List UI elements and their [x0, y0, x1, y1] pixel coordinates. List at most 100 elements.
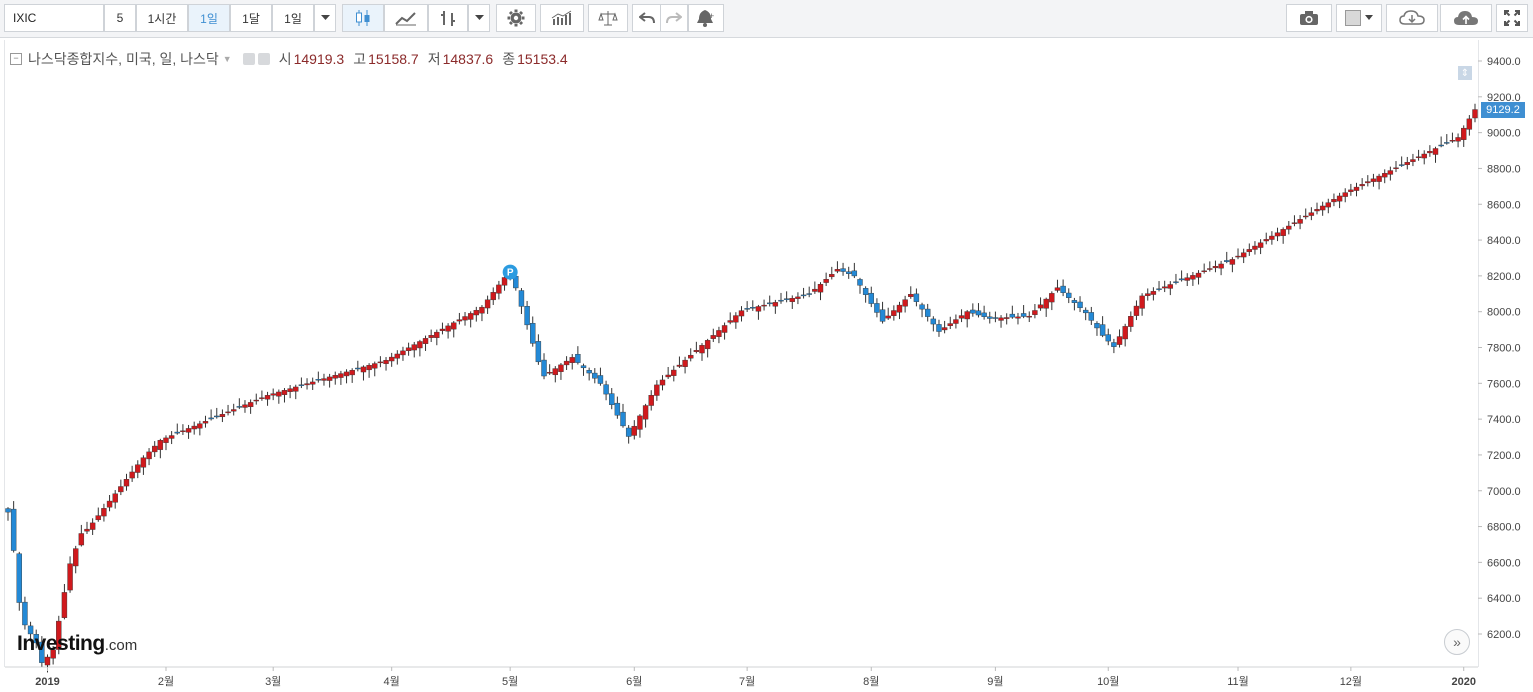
candle-body[interactable] — [39, 641, 45, 663]
candle-body[interactable] — [902, 299, 908, 307]
candle-body[interactable] — [975, 310, 982, 316]
candle-body[interactable] — [428, 335, 434, 338]
candle-body[interactable] — [733, 315, 739, 323]
candle-body[interactable] — [546, 372, 553, 374]
bar-chart-button[interactable] — [428, 4, 468, 32]
candle-body[interactable] — [800, 294, 807, 297]
candle-body[interactable] — [862, 288, 869, 295]
candle-body[interactable] — [89, 522, 96, 530]
candle-body[interactable] — [287, 388, 293, 392]
candle-body[interactable] — [163, 437, 169, 443]
chart-type-dropdown[interactable] — [468, 4, 490, 32]
candle-body[interactable] — [270, 393, 276, 396]
candle-body[interactable] — [541, 359, 547, 377]
candle-body[interactable] — [349, 370, 355, 376]
candle-body[interactable] — [913, 293, 920, 302]
candle-body[interactable] — [467, 313, 474, 320]
candle-body[interactable] — [225, 411, 231, 414]
candle-body[interactable] — [10, 508, 17, 551]
candle-body[interactable] — [1308, 212, 1315, 216]
candle-body[interactable] — [981, 312, 987, 317]
candle-body[interactable] — [676, 364, 683, 367]
candle-body[interactable] — [157, 440, 164, 450]
candle-body[interactable] — [1207, 268, 1213, 270]
candle-body[interactable] — [637, 415, 643, 430]
range-dropdown-button[interactable] — [314, 4, 336, 32]
candle-body[interactable] — [530, 322, 536, 344]
candle-body[interactable] — [1178, 278, 1185, 281]
candle-body[interactable] — [236, 406, 243, 408]
candle-body[interactable] — [422, 338, 429, 344]
candle-body[interactable] — [575, 354, 581, 363]
candle-body[interactable] — [1184, 277, 1190, 281]
candle-body[interactable] — [332, 375, 338, 379]
screenshot-button[interactable] — [1286, 4, 1332, 32]
settings-button[interactable] — [496, 4, 536, 32]
candle-body[interactable] — [1461, 127, 1467, 140]
candle-body[interactable] — [1082, 309, 1089, 314]
candle-body[interactable] — [919, 304, 925, 310]
candle-body[interactable] — [586, 370, 592, 374]
candle-body[interactable] — [648, 395, 654, 406]
save-chart-button[interactable] — [1440, 4, 1492, 32]
candle-body[interactable] — [383, 360, 389, 364]
candle-body[interactable] — [1387, 170, 1394, 175]
candle-body[interactable] — [1444, 142, 1450, 144]
candle-body[interactable] — [1212, 266, 1219, 269]
candle-body[interactable] — [1071, 300, 1078, 303]
candle-body[interactable] — [524, 306, 530, 326]
candle-body[interactable] — [1139, 295, 1145, 309]
candle-body[interactable] — [750, 307, 756, 309]
candle-body[interactable] — [1173, 281, 1179, 283]
candle-body[interactable] — [941, 327, 948, 331]
candle-body[interactable] — [1111, 342, 1117, 347]
candle-body[interactable] — [1229, 259, 1236, 265]
candle-body[interactable] — [1043, 298, 1049, 309]
candle-body[interactable] — [704, 340, 711, 350]
interval-1d-button[interactable]: 1일 — [188, 4, 230, 32]
candle-body[interactable] — [490, 292, 496, 301]
candle-body[interactable] — [834, 269, 841, 272]
candle-body[interactable] — [1291, 222, 1298, 224]
candle-body[interactable] — [264, 395, 271, 400]
candle-body[interactable] — [755, 306, 762, 312]
candle-body[interactable] — [970, 309, 976, 314]
candle-body[interactable] — [168, 435, 175, 439]
candle-body[interactable] — [631, 425, 637, 436]
candle-body[interactable] — [868, 292, 874, 304]
candle-body[interactable] — [829, 274, 835, 278]
candle-body[interactable] — [1348, 189, 1354, 192]
candle-body[interactable] — [174, 431, 180, 434]
candle-body[interactable] — [123, 479, 130, 487]
candle-body[interactable] — [1066, 292, 1072, 298]
candle-body[interactable] — [259, 397, 265, 399]
candle-body[interactable] — [1432, 148, 1439, 155]
candle-body[interactable] — [1054, 287, 1061, 291]
candle-body[interactable] — [253, 399, 259, 402]
candle-body[interactable] — [366, 365, 372, 371]
candle-body[interactable] — [885, 315, 891, 319]
candle-body[interactable] — [817, 283, 824, 293]
candle-body[interactable] — [930, 318, 937, 325]
candle-body[interactable] — [1393, 167, 1399, 169]
candle-body[interactable] — [293, 386, 299, 392]
candle-body[interactable] — [247, 402, 254, 408]
candle-body[interactable] — [1427, 151, 1433, 154]
range-select[interactable]: 1일 — [272, 4, 314, 32]
candle-body[interactable] — [208, 417, 214, 420]
candle-body[interactable] — [936, 324, 942, 332]
candle-body[interactable] — [908, 294, 914, 297]
scale-toggle-icon[interactable]: ⇕ — [1458, 66, 1472, 80]
indicators-button[interactable] — [540, 4, 584, 32]
candle-body[interactable] — [394, 353, 401, 359]
candle-body[interactable] — [1353, 186, 1360, 191]
candle-body[interactable] — [727, 320, 733, 323]
candle-body[interactable] — [1342, 192, 1348, 197]
candle-body[interactable] — [558, 364, 564, 372]
candle-body[interactable] — [806, 293, 812, 295]
candle-body[interactable] — [721, 325, 728, 333]
candle-body[interactable] — [992, 317, 999, 319]
candle-body[interactable] — [947, 323, 953, 326]
candle-body[interactable] — [671, 369, 677, 376]
candle-body[interactable] — [998, 317, 1004, 321]
